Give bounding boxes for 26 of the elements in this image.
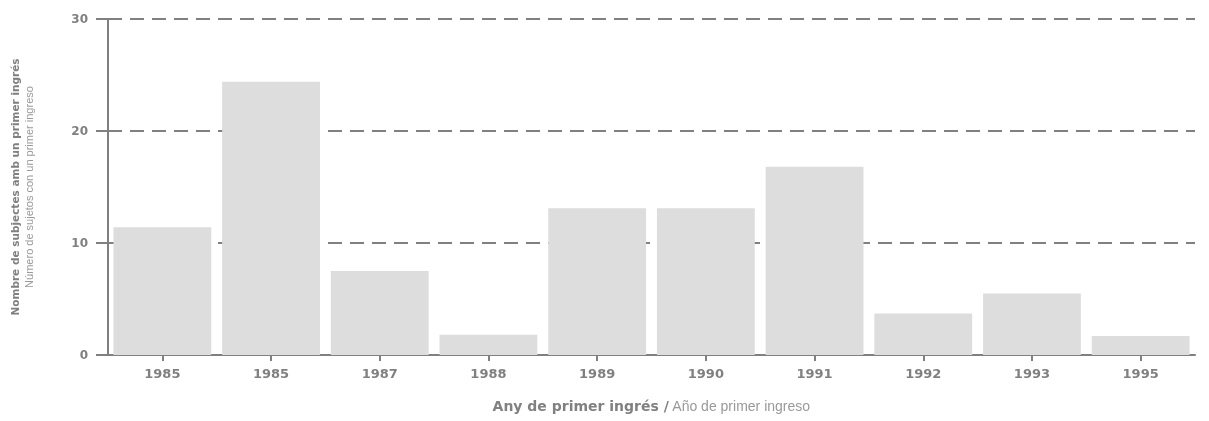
x-tick-label: 1989 [579,366,616,381]
bar [113,227,212,355]
x-tick-label: 1995 [1122,366,1159,381]
bar [765,166,864,355]
bar [330,271,429,355]
bar [439,334,538,355]
bar [1091,335,1190,355]
x-tick-label: 1985 [252,366,290,381]
bar [222,81,320,355]
bar [874,313,973,355]
x-tick-label: 1988 [470,366,507,381]
x-tick-label: 1991 [796,366,833,381]
y-axis-title: Nombre de subjectes amb un primer ingrés Número de sujetos con un primer ingreso [9,58,35,316]
y-tick-label: 10 [71,236,88,250]
y-tick-label: 20 [71,124,88,138]
y-tick-label: 0 [79,348,88,362]
x-tick-label: 1992 [905,366,942,381]
bar [983,293,1081,355]
y-tick-label: 30 [71,12,88,26]
bar [548,208,647,355]
x-tick-label: 1990 [687,366,724,381]
bar [656,208,755,355]
x-tick-label: 1987 [361,366,398,381]
x-tick-label: 1993 [1013,366,1051,381]
x-axis-title: Any de primer ingrés / Año de primer ingreso [492,398,811,414]
x-tick-label: 1985 [144,366,181,381]
